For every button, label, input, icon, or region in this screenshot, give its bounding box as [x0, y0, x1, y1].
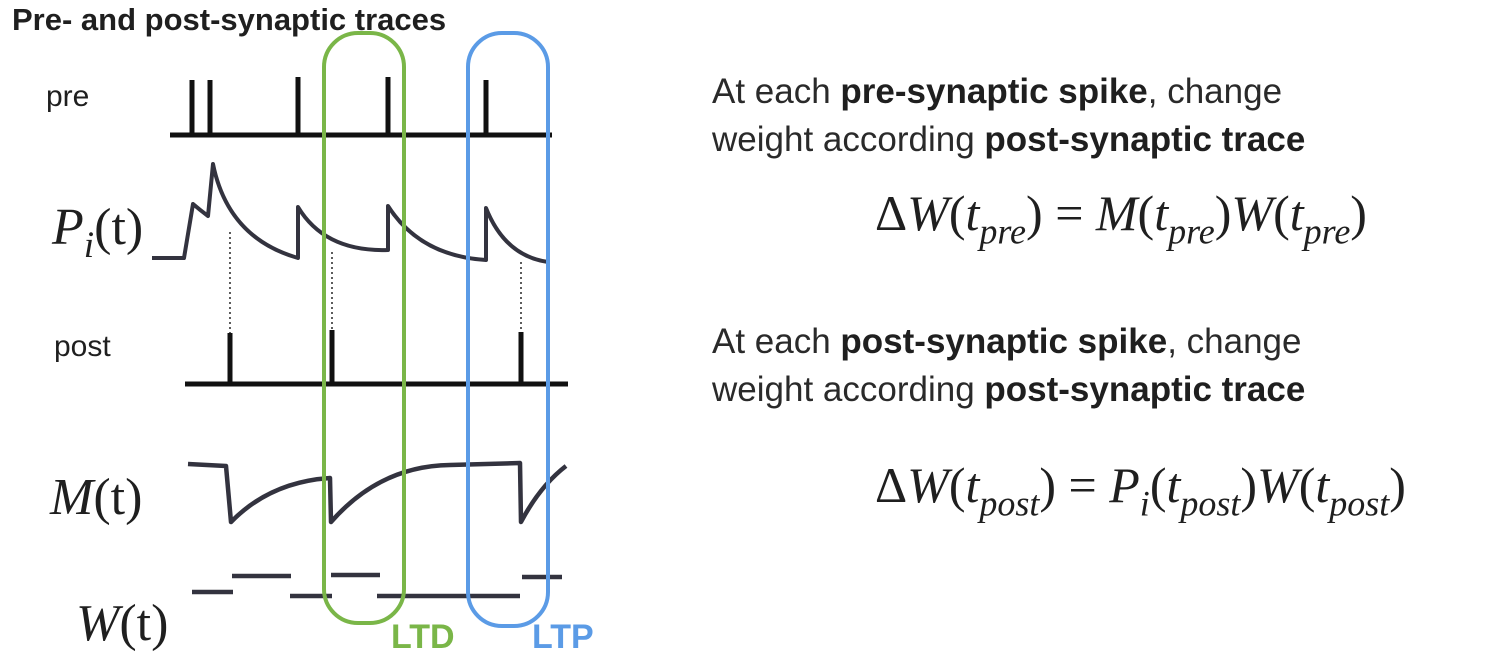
- page-title: Pre- and post-synaptic traces: [12, 2, 447, 37]
- p-trace-curve: [152, 162, 549, 264]
- w-trace-steps: [192, 572, 562, 599]
- post-rule-equation: ΔW(tpost) = Pi(tpost)W(tpost): [875, 457, 1406, 524]
- pre-label: pre: [46, 80, 90, 113]
- ltd-label: LTD: [391, 618, 455, 656]
- m-trace-curve: [187, 460, 568, 525]
- p-trace-label: Pi(t): [52, 199, 144, 267]
- pre-rule-equation: ΔW(tpre) = M(tpre)W(tpre): [875, 185, 1367, 252]
- projection-lines: [229, 232, 522, 335]
- pre-spike-train: [170, 77, 552, 138]
- pre-rule-text: At each pre-synaptic spike, change weigh…: [712, 72, 1306, 159]
- post-label: post: [54, 330, 111, 363]
- post-spike-train: [185, 330, 568, 387]
- w-trace-label: W(t): [76, 595, 169, 652]
- ltd-window: [322, 31, 406, 625]
- post-rule-text: At each post-synaptic spike, change weig…: [712, 322, 1306, 409]
- ltp-label: LTP: [532, 618, 594, 656]
- ltp-window: [466, 31, 550, 628]
- m-trace-label: M(t): [50, 469, 143, 526]
